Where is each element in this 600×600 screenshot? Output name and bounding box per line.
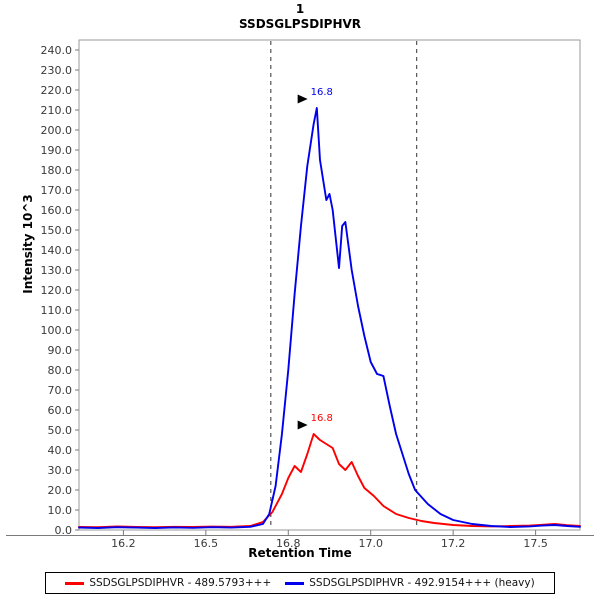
y-tick-label: 240.0 (41, 44, 73, 57)
y-tick-label: 210.0 (41, 104, 73, 117)
y-tick-label: 0.0 (55, 524, 73, 537)
legend-swatch-heavy (285, 581, 305, 585)
x-tick-label: 17.2 (441, 537, 466, 550)
y-tick-label: 60.0 (48, 404, 73, 417)
legend-swatch-light (65, 581, 85, 585)
peak-marker-light[interactable] (297, 420, 308, 430)
x-axis-label: Retention Time (248, 546, 352, 560)
y-tick-label: 30.0 (48, 464, 73, 477)
y-tick-label: 70.0 (48, 384, 73, 397)
y-tick-label: 150.0 (41, 224, 73, 237)
chart-title-index: 1 (295, 2, 305, 16)
chart-title: 1 SSDSGLPSDIPHVR (0, 2, 600, 32)
peak-marker-heavy[interactable] (297, 94, 308, 104)
y-tick-label: 20.0 (48, 484, 73, 497)
legend-item-light[interactable]: SSDSGLPSDIPHVR - 489.5793+++ (65, 577, 271, 589)
y-tick-label: 140.0 (41, 244, 73, 257)
y-tick-label: 10.0 (48, 504, 73, 517)
legend[interactable]: SSDSGLPSDIPHVR - 489.5793+++ SSDSGLPSDIP… (45, 572, 555, 594)
y-tick-label: 160.0 (41, 204, 73, 217)
y-tick-label: 50.0 (48, 424, 73, 437)
x-tick-label: 16.8 (276, 537, 301, 550)
x-tick-label: 17.5 (523, 537, 548, 550)
y-tick-label: 130.0 (41, 264, 73, 277)
plot-frame (78, 39, 581, 531)
legend-label-heavy: SSDSGLPSDIPHVR - 492.9154+++ (heavy) (309, 577, 535, 589)
legend-item-heavy[interactable]: SSDSGLPSDIPHVR - 492.9154+++ (heavy) (285, 577, 535, 589)
x-tick-label: 16.5 (194, 537, 219, 550)
y-tick-label: 90.0 (48, 344, 73, 357)
y-tick-label: 180.0 (41, 164, 73, 177)
peak-label-heavy: 16.8 (311, 87, 333, 98)
y-tick-label: 120.0 (41, 284, 73, 297)
x-tick-label: 16.2 (111, 537, 136, 550)
y-tick-label: 170.0 (41, 184, 73, 197)
peak-label-light: 16.8 (311, 413, 333, 424)
y-tick-label: 200.0 (41, 124, 73, 137)
y-tick-label: 40.0 (48, 444, 73, 457)
x-tick-label: 17.0 (358, 537, 383, 550)
y-tick-label: 220.0 (41, 84, 73, 97)
legend-label-light: SSDSGLPSDIPHVR - 489.5793+++ (89, 577, 272, 589)
y-tick-label: 190.0 (41, 144, 73, 157)
chart-title-peptide: SSDSGLPSDIPHVR (238, 17, 362, 31)
y-tick-label: 80.0 (48, 364, 73, 377)
y-tick-label: 110.0 (41, 304, 73, 317)
y-tick-label: 230.0 (41, 64, 73, 77)
series-line-heavy[interactable] (78, 107, 581, 529)
y-tick-label: 100.0 (41, 324, 73, 337)
